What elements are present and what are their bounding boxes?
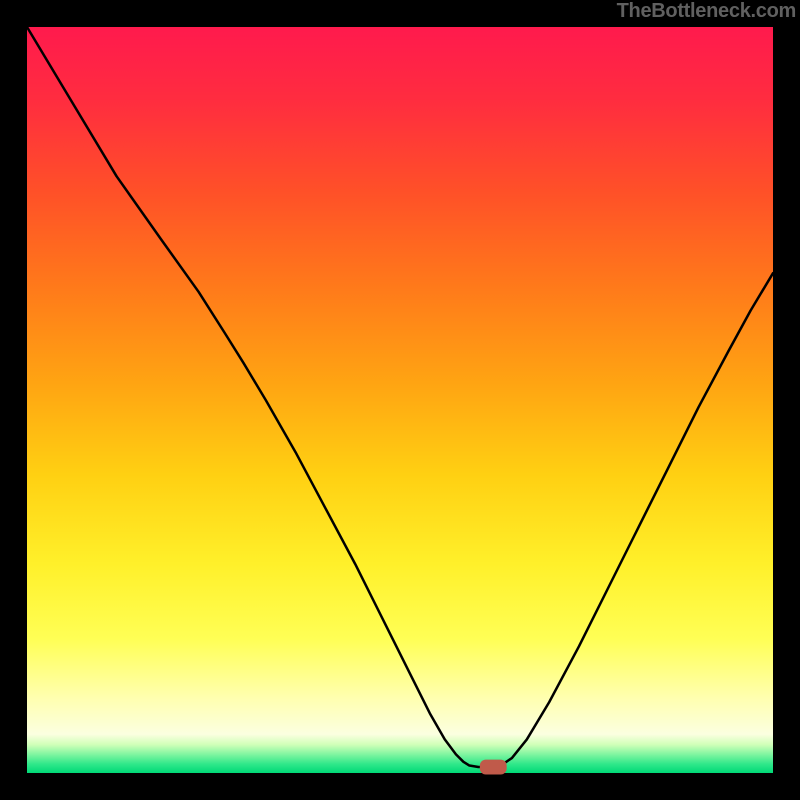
bottleneck-chart (0, 0, 800, 800)
optimal-marker (480, 760, 507, 775)
chart-root: TheBottleneck.com (0, 0, 800, 800)
plot-background (27, 27, 773, 773)
attribution-label: TheBottleneck.com (617, 0, 796, 23)
